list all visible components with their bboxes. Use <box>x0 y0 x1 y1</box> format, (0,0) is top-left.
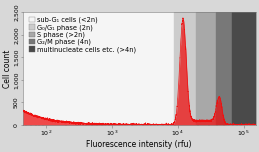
Bar <box>216 12 232 125</box>
Bar <box>174 12 196 125</box>
Bar <box>232 12 256 125</box>
Bar <box>23 12 174 125</box>
Legend: sub-G₁ cells (<2n), G₀/G₁ phase (2n), S phase (>2n), G₂/M phase (4n), multinucle: sub-G₁ cells (<2n), G₀/G₁ phase (2n), S … <box>27 16 137 54</box>
Bar <box>196 12 216 125</box>
X-axis label: Fluorescence intensity (rfu): Fluorescence intensity (rfu) <box>87 140 192 149</box>
Y-axis label: Cell count: Cell count <box>3 49 12 88</box>
